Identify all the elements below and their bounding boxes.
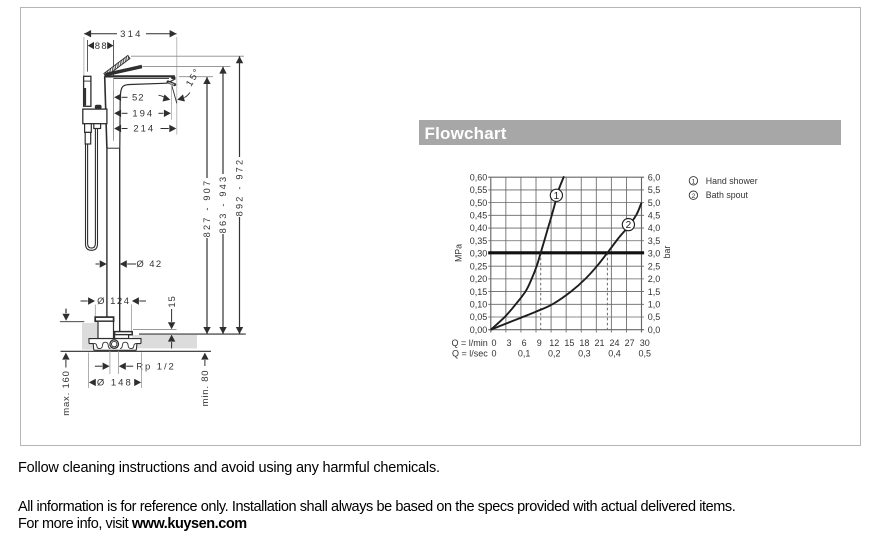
svg-text:15: 15 [167, 295, 178, 307]
svg-text:0,25: 0,25 [470, 261, 488, 271]
svg-text:0,30: 0,30 [470, 249, 488, 259]
svg-text:2: 2 [692, 193, 696, 200]
svg-text:0,40: 0,40 [470, 223, 488, 233]
svg-text:Q = l/min: Q = l/min [452, 338, 488, 348]
svg-text:6,0: 6,0 [648, 172, 661, 182]
svg-text:18: 18 [579, 338, 589, 348]
svg-text:0,05: 0,05 [470, 312, 488, 322]
svg-text:2: 2 [626, 220, 632, 231]
svg-text:5,5: 5,5 [648, 185, 661, 195]
svg-text:0,5: 0,5 [638, 349, 651, 359]
svg-text:9: 9 [537, 338, 542, 348]
svg-text:max. 160: max. 160 [61, 370, 72, 415]
svg-text:0: 0 [491, 338, 496, 348]
svg-text:0,10: 0,10 [470, 299, 488, 309]
svg-text:4,5: 4,5 [648, 211, 661, 221]
svg-text:0,55: 0,55 [470, 185, 488, 195]
svg-text:194: 194 [132, 109, 154, 120]
svg-text:214: 214 [133, 124, 155, 135]
svg-text:863 - 943: 863 - 943 [218, 175, 228, 234]
svg-text:min. 80: min. 80 [200, 370, 211, 407]
svg-text:1,5: 1,5 [648, 287, 661, 297]
svg-text:0,2: 0,2 [548, 349, 561, 359]
svg-text:0,5: 0,5 [648, 312, 661, 322]
svg-text:0,1: 0,1 [518, 349, 531, 359]
svg-text:Bath spout: Bath spout [706, 190, 749, 200]
svg-text:1: 1 [692, 178, 696, 185]
svg-text:MPa: MPa [454, 244, 464, 262]
svg-text:Ø 148: Ø 148 [97, 378, 133, 389]
svg-text:bar: bar [662, 246, 672, 259]
svg-text:Ø 42: Ø 42 [136, 259, 162, 270]
svg-text:Hand shower: Hand shower [706, 176, 758, 186]
svg-text:0,0: 0,0 [648, 325, 661, 335]
svg-text:892 - 972: 892 - 972 [235, 158, 245, 217]
svg-text:0,35: 0,35 [470, 236, 488, 246]
svg-text:314: 314 [120, 29, 142, 40]
svg-text:Rp 1/2: Rp 1/2 [136, 361, 175, 372]
svg-text:0: 0 [491, 349, 496, 359]
svg-text:0,4: 0,4 [608, 349, 621, 359]
svg-text:2,5: 2,5 [648, 261, 661, 271]
svg-text:88: 88 [95, 41, 108, 52]
svg-text:827 - 907: 827 - 907 [202, 179, 212, 238]
svg-text:5,0: 5,0 [648, 198, 661, 208]
svg-text:3,5: 3,5 [648, 236, 661, 246]
svg-text:1,0: 1,0 [648, 299, 661, 309]
svg-text:1: 1 [554, 191, 560, 202]
svg-text:Ø 124: Ø 124 [97, 296, 130, 307]
svg-text:0,60: 0,60 [470, 172, 488, 182]
svg-text:3,0: 3,0 [648, 249, 661, 259]
svg-text:27: 27 [625, 338, 635, 348]
svg-text:0,00: 0,00 [470, 325, 488, 335]
svg-text:0,15: 0,15 [470, 287, 488, 297]
svg-text:0,20: 0,20 [470, 274, 488, 284]
svg-text:0,3: 0,3 [578, 349, 591, 359]
svg-text:2,0: 2,0 [648, 274, 661, 284]
svg-text:24: 24 [610, 338, 620, 348]
svg-text:Q = l/sec: Q = l/sec [452, 349, 488, 359]
svg-text:15°: 15° [184, 66, 203, 89]
svg-text:0,45: 0,45 [470, 211, 488, 221]
svg-text:52: 52 [132, 93, 145, 104]
svg-text:15: 15 [564, 338, 574, 348]
svg-text:6: 6 [522, 338, 527, 348]
svg-text:12: 12 [549, 338, 559, 348]
svg-text:21: 21 [594, 338, 604, 348]
svg-text:3: 3 [507, 338, 512, 348]
svg-text:30: 30 [640, 338, 650, 348]
svg-text:0,50: 0,50 [470, 198, 488, 208]
svg-text:4,0: 4,0 [648, 223, 661, 233]
